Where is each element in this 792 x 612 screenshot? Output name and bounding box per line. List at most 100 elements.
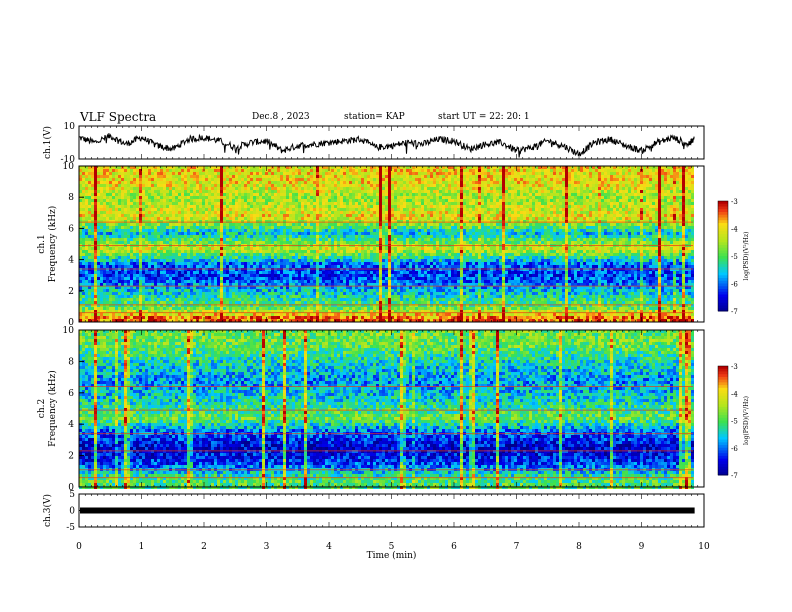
colorbar-segment: [718, 247, 728, 251]
colorbar-segment: [718, 291, 728, 295]
y-tick-label: 8: [68, 357, 74, 367]
colorbar-frame: [717, 200, 729, 312]
y-tick-label: 2: [68, 287, 74, 297]
colorbar-segment: [718, 305, 728, 309]
x-tick-label: 10: [698, 542, 710, 552]
colorbar-segment: [718, 455, 728, 460]
colorbar-segment: [718, 300, 728, 304]
x-tick-label: 7: [514, 542, 520, 552]
colorbar-segment: [718, 278, 728, 282]
colorbar-segment: [718, 379, 728, 383]
colorbar-segment: [718, 393, 728, 397]
colorbar-segment: [718, 431, 728, 435]
colorbar-segment: [718, 209, 728, 213]
colorbar-segment: [718, 461, 728, 465]
colorbar-segment: [718, 283, 728, 287]
colorbar-segment: [718, 253, 728, 257]
colorbar-segment: [718, 385, 728, 389]
colorbar-segment: [718, 374, 728, 378]
colorbar-label: log(PSD)(V²/Hz): [743, 396, 750, 445]
colorbar-segment: [718, 245, 728, 249]
colorbar-segment: [718, 231, 728, 235]
colorbar-segment: [718, 275, 728, 279]
colorbar-segment: [718, 376, 728, 381]
colorbar-segment: [718, 412, 728, 416]
colorbar-segment: [718, 415, 728, 419]
colorbar-segment: [718, 428, 728, 432]
colorbar-segment: [718, 269, 728, 273]
colorbar-segment: [718, 223, 728, 227]
ch2-colorbar: -3 -4 -5 -6 -7 log(PSD)(V²/Hz): [717, 363, 750, 480]
colorbar-segment: [718, 434, 728, 438]
colorbar-segment: [718, 371, 728, 375]
x-tick-label: 3: [264, 542, 270, 552]
y-axis-label-frequency: Frequency (kHz): [47, 370, 58, 447]
colorbar-segment: [718, 302, 728, 306]
y-tick-label: 8: [68, 193, 74, 203]
colorbar-segment: [718, 239, 728, 243]
ch1-spectrogram-panel: 0 2 4 6 8 10 ch.1 Frequency (kHz): [37, 162, 705, 328]
y-tick-label: 0: [68, 483, 74, 493]
colorbar-segment: [718, 398, 728, 402]
colorbar-tick-label: -3: [731, 198, 738, 206]
x-tick-label: 4: [326, 542, 332, 552]
header-station: station= KAP: [344, 112, 405, 122]
colorbar-tick-label: -7: [731, 472, 738, 480]
colorbar-segment: [718, 445, 728, 449]
x-tick-label: 6: [451, 542, 457, 552]
colorbar-segment: [718, 228, 728, 232]
chart-title: VLF Spectra: [80, 110, 156, 124]
colorbar-segment: [718, 423, 728, 427]
colorbar-segment: [718, 212, 728, 216]
colorbar-segment: [718, 294, 728, 298]
colorbar-segment: [718, 390, 728, 394]
colorbar-tick-label: -6: [731, 445, 738, 453]
y-tick-label: 4: [68, 256, 74, 266]
y-tick-label: 10: [63, 162, 75, 172]
y-tick-label: -10: [61, 155, 76, 165]
colorbar-segment: [718, 220, 728, 224]
colorbar-segment: [718, 272, 728, 276]
colorbar-segment: [718, 280, 728, 284]
y-axis-label: ch.3(V): [42, 494, 53, 527]
x-tick-label: 8: [576, 542, 582, 552]
colorbar-segment: [718, 395, 728, 400]
colorbar-segment: [718, 458, 728, 462]
colorbar-tick-label: -3: [731, 363, 738, 371]
colorbar-segment: [718, 217, 728, 221]
colorbar-segment: [718, 206, 728, 210]
colorbar-tick-label: -6: [731, 281, 738, 289]
colorbar-segment: [718, 469, 728, 473]
colorbar-tick-label: -5: [731, 418, 738, 426]
colorbar-segment: [718, 409, 728, 413]
colorbar-segment: [718, 203, 728, 207]
colorbar-segment: [718, 267, 728, 271]
colorbar-segment: [718, 261, 728, 265]
ch1-trace: [78, 133, 695, 158]
colorbar-segment: [718, 466, 728, 471]
ch2-spectrogram-panel: 0 2 4 6 8 10 ch.2 Frequency (kHz): [37, 326, 705, 493]
x-axis-label: Time (min): [367, 550, 417, 561]
colorbar-segment: [718, 256, 728, 260]
colorbar-segment: [718, 286, 728, 290]
colorbar-segment: [718, 436, 728, 441]
y-axis-label-frequency: Frequency (kHz): [47, 206, 58, 283]
y-tick-label: 0: [69, 507, 75, 517]
colorbar-segment: [718, 250, 728, 254]
time-axis: 0 1 2 3 4 5 6 7 8 9 10 Time (min): [76, 126, 710, 561]
spectrogram-cells: [79, 166, 694, 322]
header-start-time: start UT = 22: 20: 1: [438, 112, 530, 122]
colorbar-segment: [718, 214, 728, 218]
colorbar-segment: [718, 464, 728, 468]
colorbar-frame: [717, 365, 729, 476]
colorbar-segment: [718, 264, 728, 268]
y-axis-label-channel: ch.1: [37, 234, 47, 253]
colorbar-segment: [718, 425, 728, 430]
y-tick-label: 0: [68, 318, 74, 328]
colorbar-segment: [718, 417, 728, 421]
colorbar-segment: [718, 382, 728, 386]
y-axis-label: ch.1(V): [42, 126, 53, 159]
colorbar-segment: [718, 401, 728, 405]
x-tick-label: 2: [201, 542, 207, 552]
colorbar-segment: [718, 442, 728, 446]
